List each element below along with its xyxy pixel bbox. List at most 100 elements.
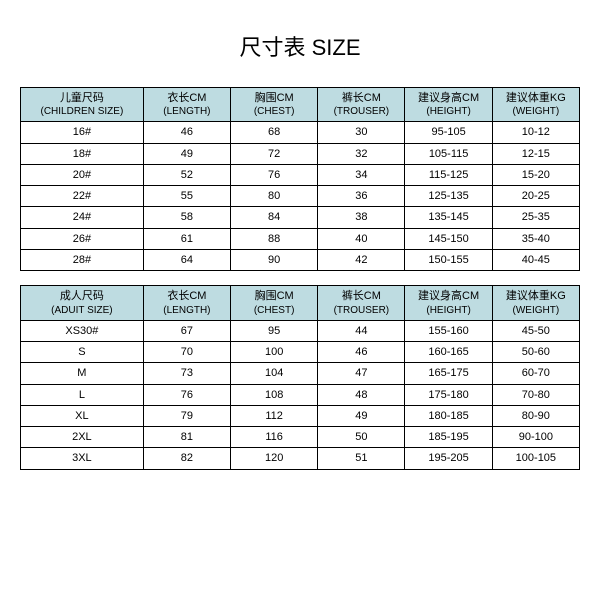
cell: 25-35: [492, 207, 579, 228]
cell: 79: [143, 405, 230, 426]
cell: 125-135: [405, 186, 492, 207]
cell: 88: [231, 228, 318, 249]
cell: 185-195: [405, 427, 492, 448]
adult-row: S7010046160-16550-60: [21, 341, 580, 362]
adult-row: XS30#679544155-16045-50: [21, 320, 580, 341]
cell: 80: [231, 186, 318, 207]
cell: 120: [231, 448, 318, 469]
header-text-en: (CHEST): [233, 105, 315, 118]
children-row: 20#527634115-12515-20: [21, 164, 580, 185]
cell: 145-150: [405, 228, 492, 249]
cell: 28#: [21, 250, 144, 271]
cell: 90: [231, 250, 318, 271]
cell: 150-155: [405, 250, 492, 271]
header-text-cn: 胸围CM: [255, 92, 294, 104]
children-header-cell: 建议身高CM(HEIGHT): [405, 88, 492, 122]
cell: 175-180: [405, 384, 492, 405]
header-text-cn: 衣长CM: [167, 92, 206, 104]
cell: 50: [318, 427, 405, 448]
cell: 44: [318, 320, 405, 341]
adult-header-cell: 建议身高CM(HEIGHT): [405, 286, 492, 320]
cell: 116: [231, 427, 318, 448]
cell: 73: [143, 363, 230, 384]
header-text-cn: 建议身高CM: [418, 290, 479, 302]
cell: 10-12: [492, 122, 579, 143]
cell: 46: [318, 341, 405, 362]
cell: 24#: [21, 207, 144, 228]
cell: 20-25: [492, 186, 579, 207]
cell: 84: [231, 207, 318, 228]
cell: 32: [318, 143, 405, 164]
page-title: 尺寸表 SIZE: [20, 30, 580, 62]
header-text-en: (CHILDREN SIZE): [23, 105, 141, 118]
cell: 104: [231, 363, 318, 384]
cell: 47: [318, 363, 405, 384]
cell: 95: [231, 320, 318, 341]
cell: 49: [318, 405, 405, 426]
cell: 15-20: [492, 164, 579, 185]
cell: 35-40: [492, 228, 579, 249]
adult-row: M7310447165-17560-70: [21, 363, 580, 384]
cell: M: [21, 363, 144, 384]
cell: 40-45: [492, 250, 579, 271]
size-table: 儿童尺码(CHILDREN SIZE)衣长CM(LENGTH)胸围CM(CHES…: [20, 87, 580, 470]
cell: 3XL: [21, 448, 144, 469]
header-text-cn: 裤长CM: [342, 92, 381, 104]
cell: 50-60: [492, 341, 579, 362]
children-header-row: 儿童尺码(CHILDREN SIZE) 衣长CM(LENGTH) 胸围CM(CHES…: [21, 88, 580, 122]
size-chart-page: 尺寸表 SIZE 儿童尺码(CHILDREN SIZE) 衣长CM(LENGTH)…: [0, 0, 600, 570]
children-header-cell: 裤长CM(TROUSER): [318, 88, 405, 122]
cell: 64: [143, 250, 230, 271]
cell: 195-205: [405, 448, 492, 469]
cell: 76: [143, 384, 230, 405]
cell: 46: [143, 122, 230, 143]
cell: 42: [318, 250, 405, 271]
header-text-en: (WEIGHT): [495, 105, 577, 118]
cell: S: [21, 341, 144, 362]
cell: 95-105: [405, 122, 492, 143]
children-row: 16#46683095-10510-12: [21, 122, 580, 143]
cell: 80-90: [492, 405, 579, 426]
header-text-en: (HEIGHT): [407, 105, 489, 118]
cell: 51: [318, 448, 405, 469]
adult-header-cell: 建议体重KG(WEIGHT): [492, 286, 579, 320]
adult-header-cell: 成人尺码(ADUIT SIZE): [21, 286, 144, 320]
cell: 48: [318, 384, 405, 405]
adult-row: 2XL8111650185-19590-100: [21, 427, 580, 448]
children-row: 18#497232105-11512-15: [21, 143, 580, 164]
children-row: 22#558036125-13520-25: [21, 186, 580, 207]
adult-header-cell: 胸围CM(CHEST): [231, 286, 318, 320]
cell: 76: [231, 164, 318, 185]
adult-row: 3XL8212051195-205100-105: [21, 448, 580, 469]
cell: 115-125: [405, 164, 492, 185]
cell: 90-100: [492, 427, 579, 448]
cell: XL: [21, 405, 144, 426]
cell: 82: [143, 448, 230, 469]
header-text-cn: 儿童尺码: [60, 92, 104, 104]
cell: 112: [231, 405, 318, 426]
cell: 155-160: [405, 320, 492, 341]
cell: 36: [318, 186, 405, 207]
cell: 60-70: [492, 363, 579, 384]
adult-header-row: 成人尺码(ADUIT SIZE)衣长CM(LENGTH)胸围CM(CHEST)裤…: [21, 286, 580, 320]
cell: 68: [231, 122, 318, 143]
header-text-cn: 裤长CM: [342, 290, 381, 302]
header-text-en: (TROUSER): [320, 105, 402, 118]
cell: 18#: [21, 143, 144, 164]
header-text-cn: 建议身高CM: [418, 92, 479, 104]
adult-header-cell: 裤长CM (TROUSER): [318, 286, 405, 320]
cell: 49: [143, 143, 230, 164]
header-text-en: (LENGTH): [146, 105, 228, 118]
header-text-en: (TROUSER): [320, 304, 402, 317]
header-text-cn: 胸围CM: [255, 290, 294, 302]
children-row: 28#649042150-15540-45: [21, 250, 580, 271]
header-text-cn: 建议体重KG: [506, 92, 566, 104]
cell: 70-80: [492, 384, 579, 405]
adult-row: XL7911249180-18580-90: [21, 405, 580, 426]
cell: 108: [231, 384, 318, 405]
adult-header-cell: 衣长CM(LENGTH): [143, 286, 230, 320]
cell: 30: [318, 122, 405, 143]
cell: 135-145: [405, 207, 492, 228]
cell: 81: [143, 427, 230, 448]
children-row: 24#588438135-14525-35: [21, 207, 580, 228]
